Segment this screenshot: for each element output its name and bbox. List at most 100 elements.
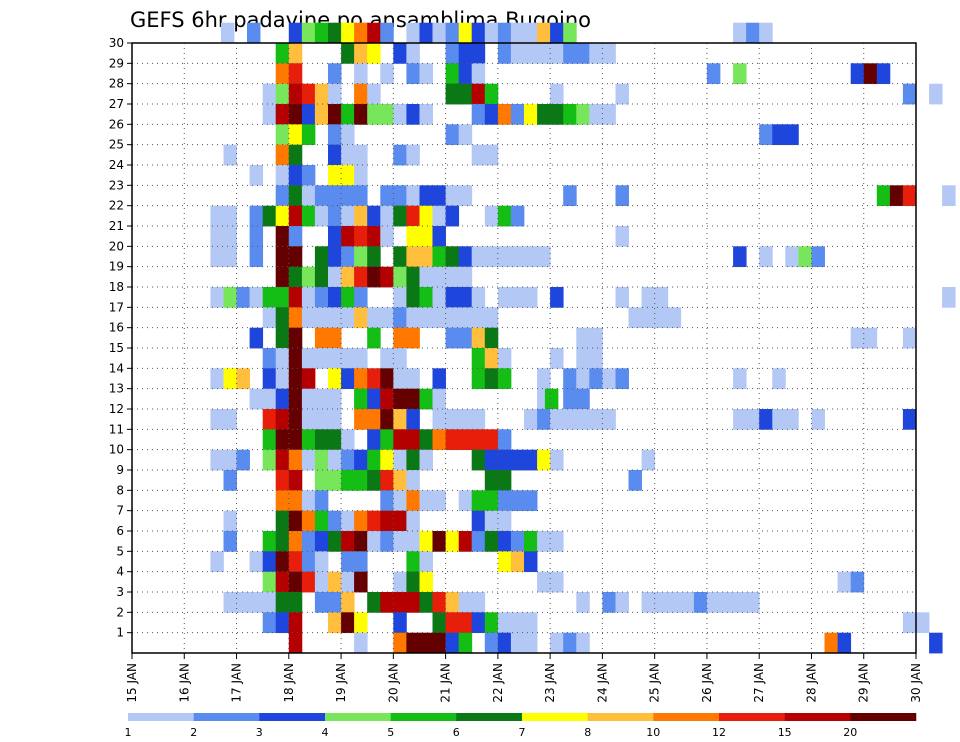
heatmap-cell xyxy=(432,368,446,390)
heatmap-cell xyxy=(524,43,538,64)
heatmap-cell xyxy=(236,449,250,471)
heatmap-cell xyxy=(759,22,773,44)
x-tick-label: 30 JAN xyxy=(909,663,923,703)
heatmap-cell xyxy=(550,83,564,105)
heatmap-cell xyxy=(314,327,329,349)
heatmap-cell xyxy=(471,83,486,105)
heatmap-cell xyxy=(393,510,407,532)
heatmap-cell xyxy=(510,246,525,268)
heatmap-cell xyxy=(393,327,407,349)
heatmap-cell xyxy=(406,22,420,44)
heatmap-cell xyxy=(328,327,342,349)
heatmap-cell xyxy=(406,266,420,288)
heatmap-cell xyxy=(419,307,433,329)
heatmap-cell xyxy=(288,165,303,186)
heatmap-cell xyxy=(354,388,368,410)
heatmap-cell xyxy=(445,327,460,349)
heatmap-cell xyxy=(301,307,316,329)
heatmap-cell xyxy=(419,449,433,471)
heatmap-cell xyxy=(759,246,773,268)
heatmap-cell xyxy=(354,144,368,166)
heatmap-cell xyxy=(406,246,420,268)
heatmap-cell xyxy=(314,246,329,268)
heatmap-cell xyxy=(537,22,551,44)
heatmap-cell xyxy=(367,83,381,105)
heatmap-cell xyxy=(406,551,420,573)
heatmap-cell xyxy=(510,43,525,64)
heatmap-cell xyxy=(510,490,525,512)
heatmap-cell xyxy=(746,592,760,613)
heatmap-cell xyxy=(223,246,237,268)
heatmap-cell xyxy=(367,226,381,247)
heatmap-cell xyxy=(354,449,368,471)
heatmap-cell xyxy=(301,205,316,227)
heatmap-cell xyxy=(393,307,407,329)
heatmap-cell xyxy=(380,266,394,288)
heatmap-cell xyxy=(367,510,381,532)
y-tick-label: 30 xyxy=(109,36,124,50)
heatmap-cell xyxy=(484,22,499,44)
heatmap-cell xyxy=(445,287,460,308)
heatmap-cell xyxy=(367,43,381,64)
heatmap-cell xyxy=(367,307,381,329)
heatmap-cell xyxy=(236,368,250,390)
heatmap-cell xyxy=(223,226,237,247)
heatmap-cell xyxy=(393,266,407,288)
heatmap-cell xyxy=(328,612,342,634)
heatmap-cell xyxy=(341,592,355,613)
heatmap-cell xyxy=(667,592,682,613)
x-tick-label: 27 JAN xyxy=(752,663,766,703)
heatmap-cell xyxy=(288,592,303,613)
heatmap-cell xyxy=(746,22,760,44)
heatmap-cell xyxy=(288,531,303,552)
heatmap-cell xyxy=(550,22,564,44)
heatmap-cell xyxy=(314,185,329,207)
heatmap-cell xyxy=(550,632,564,654)
heatmap-cell xyxy=(759,409,773,430)
heatmap-cell xyxy=(471,510,486,532)
heatmap-cell xyxy=(406,429,420,451)
heatmap-cell xyxy=(288,510,303,532)
heatmap-cell xyxy=(550,104,564,125)
heatmap-cell xyxy=(537,368,551,390)
heatmap-cell xyxy=(641,287,656,308)
heatmap-cell xyxy=(275,490,290,512)
heatmap-cell xyxy=(458,307,473,329)
heatmap-cell xyxy=(615,368,629,390)
heatmap-cell xyxy=(510,531,525,552)
heatmap-cell xyxy=(445,185,460,207)
heatmap-cell xyxy=(341,551,355,573)
heatmap-cell xyxy=(341,449,355,471)
heatmap-cell xyxy=(902,409,917,430)
heatmap-cell xyxy=(445,592,460,613)
heatmap-cell xyxy=(314,83,329,105)
heatmap-cell xyxy=(772,409,786,430)
heatmap-cell xyxy=(314,449,329,471)
heatmap-cell xyxy=(301,104,316,125)
heatmap-cell xyxy=(524,449,538,471)
heatmap-cell xyxy=(537,571,551,593)
heatmap-cell xyxy=(288,266,303,288)
heatmap-cell xyxy=(615,185,629,207)
x-tick-label: 16 JAN xyxy=(177,663,191,703)
heatmap-cell xyxy=(471,104,486,125)
heatmap-cell xyxy=(419,185,433,207)
heatmap-cell xyxy=(301,83,316,105)
y-tick-label: 1 xyxy=(116,626,124,640)
heatmap-cell xyxy=(445,205,460,227)
heatmap-cell xyxy=(314,592,329,613)
heatmap-cell xyxy=(406,490,420,512)
heatmap-cell xyxy=(471,348,486,369)
y-tick-label: 8 xyxy=(116,483,124,497)
heatmap-cell xyxy=(328,368,342,390)
heatmap-cell xyxy=(497,104,512,125)
heatmap-cell xyxy=(863,63,878,85)
heatmap-cell xyxy=(589,104,603,125)
heatmap-cell xyxy=(524,287,538,308)
heatmap-cell xyxy=(262,83,277,105)
colorbar-swatch xyxy=(128,713,194,721)
y-tick-label: 26 xyxy=(109,117,124,131)
heatmap-cell xyxy=(314,429,329,451)
heatmap-cell xyxy=(432,185,446,207)
heatmap-cell xyxy=(210,449,224,471)
